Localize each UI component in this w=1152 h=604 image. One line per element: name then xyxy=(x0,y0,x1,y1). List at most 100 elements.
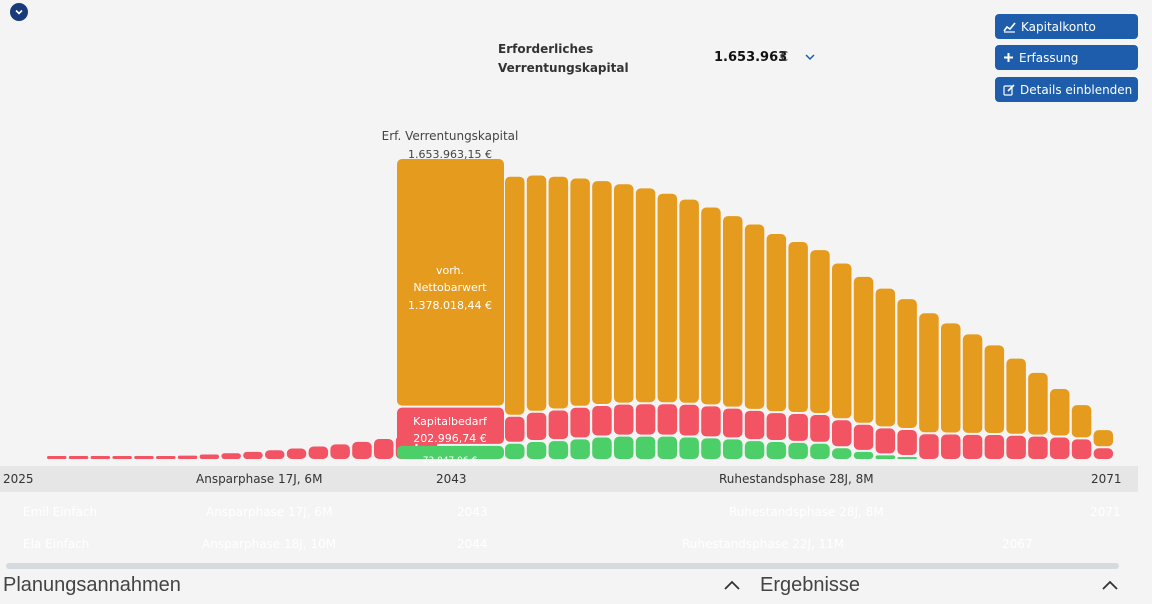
bar-segment-green xyxy=(875,455,896,459)
section-title-ergebnisse: Ergebnisse xyxy=(760,574,861,596)
bar-segment-kapitalbedarf xyxy=(853,424,874,450)
bar-segment-nettobarwert xyxy=(570,178,590,406)
bar-segment-kapitalbedarf xyxy=(701,406,721,437)
person-end-year: 2071 xyxy=(1090,505,1121,519)
bar-segment-nettobarwert xyxy=(897,299,917,428)
bar-segment-nettobarwert xyxy=(1028,372,1048,435)
bar-segment-kapitalbedarf xyxy=(766,413,787,440)
bar-segment-nettobarwert xyxy=(919,313,939,433)
bar-segment-kapitalbedarf xyxy=(221,453,241,459)
bar-segment-nettobarwert xyxy=(1093,430,1114,447)
bar-segment-green xyxy=(897,457,917,459)
bar-segment-kapitalbedarf xyxy=(919,434,939,459)
bar-segment-nettobarwert xyxy=(962,334,983,433)
bar-segment-nettobarwert xyxy=(679,199,699,403)
bar-segment-green xyxy=(679,437,699,459)
bar-segment-green xyxy=(810,443,830,459)
highlight-inner-value: 1.378.018,44 € xyxy=(408,299,492,312)
bar-segment-kapitalbedarf xyxy=(723,408,743,438)
bar-segment-green xyxy=(397,445,504,459)
person-phase2: Ruhestandsphase 28J, 8M xyxy=(729,505,884,519)
bar-segment-green xyxy=(526,441,547,459)
bar-segment-nettobarwert xyxy=(1006,358,1026,434)
bar-segment-kapitalbedarf xyxy=(548,410,569,440)
person-name: Ela Einfach xyxy=(23,537,90,551)
person-end-year: 2067 xyxy=(1002,537,1033,551)
bar-segment-green xyxy=(548,441,569,459)
bar-segment-kapitalbedarf xyxy=(526,412,547,440)
erfassung-button[interactable]: Erfassung xyxy=(995,45,1138,70)
bar-segment-kapitalbedarf xyxy=(1050,437,1070,459)
highlight-bottom-value: 73.047,96 € xyxy=(423,456,478,466)
axis-phase1-label: Ansparphase 17J, 6M xyxy=(196,472,323,486)
bar-segment-nettobarwert xyxy=(853,276,874,423)
bar-segment-kapitalbedarf xyxy=(832,420,852,447)
bar-segment-nettobarwert xyxy=(548,176,569,409)
person-timeline-ela: Ela Einfach Ansparphase 18J, 10M 2044 Ru… xyxy=(2,531,1051,556)
bar-segment-kapitalbedarf xyxy=(505,416,525,442)
bar-segment-kapitalbedarf xyxy=(265,450,285,459)
bar-segment-kapitalbedarf xyxy=(374,438,394,459)
kapitalkonto-button[interactable]: Kapitalkonto xyxy=(995,14,1138,39)
bar-segment-green xyxy=(505,443,525,459)
bar-segment-nettobarwert xyxy=(788,242,808,413)
bar-segment-kapitalbedarf xyxy=(90,456,111,459)
horizontal-scrollbar[interactable] xyxy=(6,563,1119,569)
bar-segment-nettobarwert xyxy=(1050,388,1070,436)
chevron-down-icon xyxy=(15,9,23,15)
summary-label: Erforderliches Verrentungskapital xyxy=(498,42,629,75)
bar-segment-green xyxy=(570,439,590,459)
erfassung-button-label: Erfassung xyxy=(1019,50,1079,65)
bar-segment-kapitalbedarf xyxy=(875,428,896,454)
bar-segment-kapitalbedarf xyxy=(657,404,678,435)
person-phase1: Ansparphase 17J, 6M xyxy=(206,505,333,519)
details-button[interactable]: Details einblenden xyxy=(995,77,1138,102)
bar-segment-nettobarwert xyxy=(810,250,830,413)
summary-currency: € xyxy=(780,50,789,65)
bar-segment-green xyxy=(701,438,721,459)
bar-segment-kapitalbedarf xyxy=(68,456,89,459)
bar-segment-kapitalbedarf xyxy=(47,456,67,459)
bar-segment-nettobarwert xyxy=(875,288,896,427)
bar-segment-kapitalbedarf xyxy=(679,404,699,436)
bar-segment-kapitalbedarf xyxy=(352,441,372,459)
bar-segment-kapitalbedarf xyxy=(788,414,808,441)
bar-segment-kapitalbedarf xyxy=(1028,436,1048,459)
bar-segment-nettobarwert xyxy=(701,207,721,405)
bar-segment-kapitalbedarf xyxy=(243,451,263,459)
bar-segment-nettobarwert xyxy=(1071,405,1092,438)
chart-line-icon xyxy=(1003,21,1016,33)
bar-segment-kapitalbedarf xyxy=(614,404,634,435)
bar-segment-nettobarwert xyxy=(744,224,765,409)
bar-segment-kapitalbedarf xyxy=(1093,448,1114,459)
bar-segment-nettobarwert xyxy=(592,181,612,404)
highlight-top-label: Erf. Verrentungskapital xyxy=(382,129,519,143)
bar-segment-green xyxy=(635,436,656,459)
bar-segment-nettobarwert xyxy=(723,216,743,407)
chevron-down-icon[interactable] xyxy=(803,50,817,64)
bar-segment-nettobarwert xyxy=(635,188,656,403)
person-phase1: Ansparphase 18J, 10M xyxy=(202,537,337,551)
bar-segment-kapitalbedarf xyxy=(897,429,917,455)
axis-end-year: 2071 xyxy=(1091,472,1122,486)
axis-phase2-label: Ruhestandsphase 28J, 8M xyxy=(719,472,874,486)
details-button-label: Details einblenden xyxy=(1020,82,1133,97)
timeline-axis: 2025 Ansparphase 17J, 6M 2043 Ruhestands… xyxy=(0,466,1138,492)
bar-segment-kapitalbedarf xyxy=(330,444,350,459)
edit-icon xyxy=(1003,83,1015,96)
chevron-up-icon[interactable] xyxy=(1100,576,1120,596)
collapse-toggle-button[interactable] xyxy=(10,3,28,21)
bar-segment-kapitalbedarf xyxy=(112,456,132,459)
person-mid-year: 2044 xyxy=(457,537,488,551)
bar-segment-nettobarwert xyxy=(941,323,961,433)
bar-segment-nettobarwert xyxy=(657,193,678,403)
bar-segment-kapitalbedarf xyxy=(199,454,220,459)
bar-segment-green xyxy=(788,442,808,459)
bar-segment-nettobarwert xyxy=(984,345,1005,434)
bar-segment-nettobarwert xyxy=(832,263,852,419)
bar-segment-nettobarwert xyxy=(397,158,504,406)
kapitalkonto-button-label: Kapitalkonto xyxy=(1021,19,1096,34)
bar-segment-green xyxy=(592,437,612,459)
highlight-inner-label: vorh. xyxy=(436,264,464,277)
chevron-up-icon[interactable] xyxy=(722,576,742,596)
